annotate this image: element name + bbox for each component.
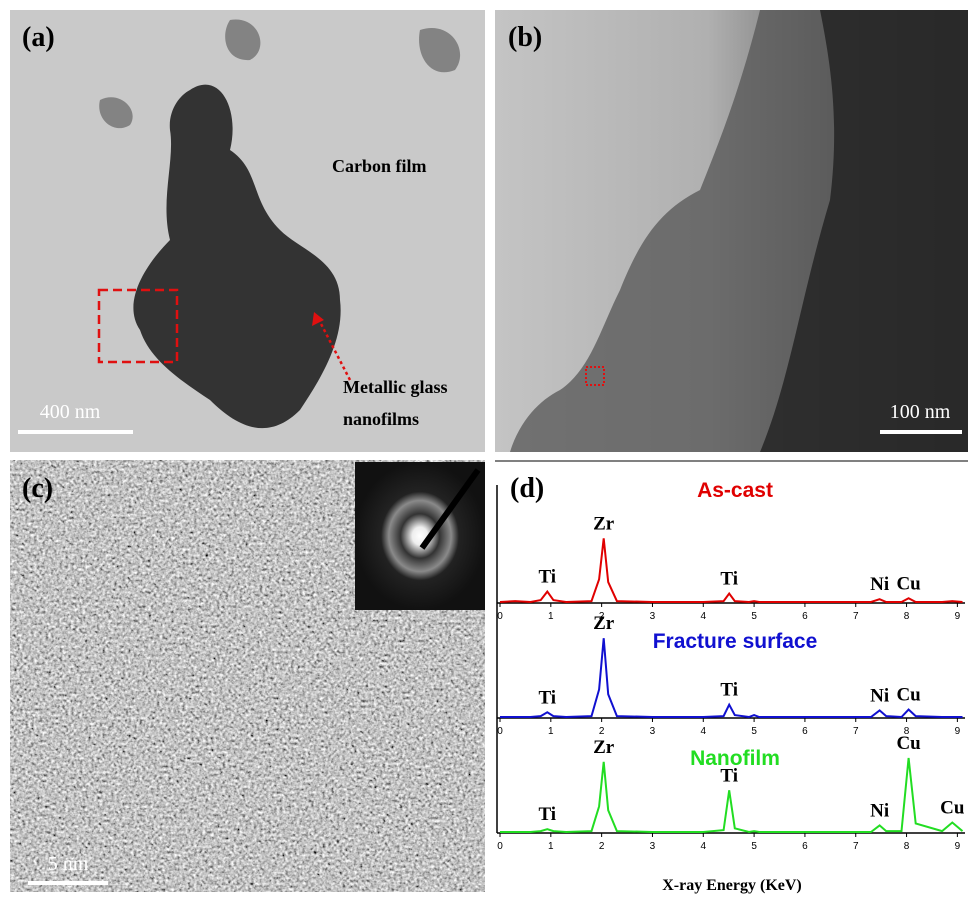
scale-bar-label: 400 nm [40, 401, 101, 423]
panel-label: (a) [22, 22, 55, 53]
x-tick-label: 9 [955, 726, 961, 737]
x-tick-label: 1 [548, 726, 554, 737]
x-tick-label: 3 [650, 841, 656, 852]
panel-a: (a) Carbon film Metallic glass nanofilms… [10, 10, 485, 452]
x-tick-label: 1 [548, 611, 554, 622]
annotation: nanofilms [343, 409, 419, 429]
x-tick-label: 4 [700, 841, 706, 852]
peak-label: Cu [896, 684, 921, 705]
x-tick-label: 5 [751, 841, 757, 852]
x-tick-label: 7 [853, 726, 859, 737]
peak-label: Cu [896, 733, 921, 754]
figure: (a) Carbon film Metallic glass nanofilms… [0, 0, 970, 901]
panel-label: (b) [508, 22, 542, 53]
x-tick-label: 3 [650, 726, 656, 737]
peak-label: Ni [870, 800, 889, 821]
panel-label: (c) [22, 473, 53, 504]
peak-label: Ti [538, 567, 556, 588]
annotation: Metallic glass [343, 377, 447, 397]
peak-label: Ti [538, 687, 556, 708]
x-tick-label: 5 [751, 611, 757, 622]
x-tick-label: 4 [700, 611, 706, 622]
peak-label: Zr [593, 613, 615, 634]
x-tick-label: 0 [497, 611, 503, 622]
scale-bar-label: 5 nm [48, 853, 89, 875]
series-title: Fracture surface [653, 630, 818, 653]
x-tick-label: 6 [802, 841, 808, 852]
x-axis-label: X-ray Energy (KeV) [662, 877, 802, 894]
peak-label: Cu [940, 798, 965, 819]
x-tick-label: 9 [955, 611, 961, 622]
peak-label: Cu [896, 573, 921, 594]
peak-label: Ti [720, 765, 738, 786]
x-tick-label: 1 [548, 841, 554, 852]
peak-label: Zr [593, 513, 615, 534]
panel-c: (c) 5 nm [10, 460, 485, 892]
x-tick-label: 8 [904, 611, 910, 622]
panel-d: (d) X-ray Energy (KeV) 0 1 2 3 4 5 6 7 8 9 As-cast… [495, 461, 968, 894]
series-title: As-cast [697, 479, 773, 502]
x-tick-label: 9 [955, 841, 961, 852]
x-tick-label: 4 [700, 726, 706, 737]
x-tick-label: 2 [599, 841, 605, 852]
x-tick-label: 0 [497, 726, 503, 737]
x-tick-label: 7 [853, 841, 859, 852]
peak-label: Ti [720, 569, 738, 590]
peak-label: Ti [538, 804, 556, 825]
panel-label: (d) [510, 473, 544, 504]
x-tick-label: 5 [751, 726, 757, 737]
peak-label: Ni [870, 574, 889, 595]
peak-label: Ni [870, 685, 889, 706]
x-tick-label: 7 [853, 611, 859, 622]
x-tick-label: 6 [802, 611, 808, 622]
x-tick-label: 2 [599, 726, 605, 737]
panel-b: (b) 100 nm [495, 10, 968, 452]
x-tick-label: 3 [650, 611, 656, 622]
peak-label: Ti [720, 680, 738, 701]
peak-label: Zr [593, 737, 615, 758]
x-tick-label: 6 [802, 726, 808, 737]
scale-bar-label: 100 nm [890, 401, 951, 423]
x-tick-label: 0 [497, 841, 503, 852]
x-tick-label: 8 [904, 841, 910, 852]
annotation: Carbon film [332, 156, 427, 176]
